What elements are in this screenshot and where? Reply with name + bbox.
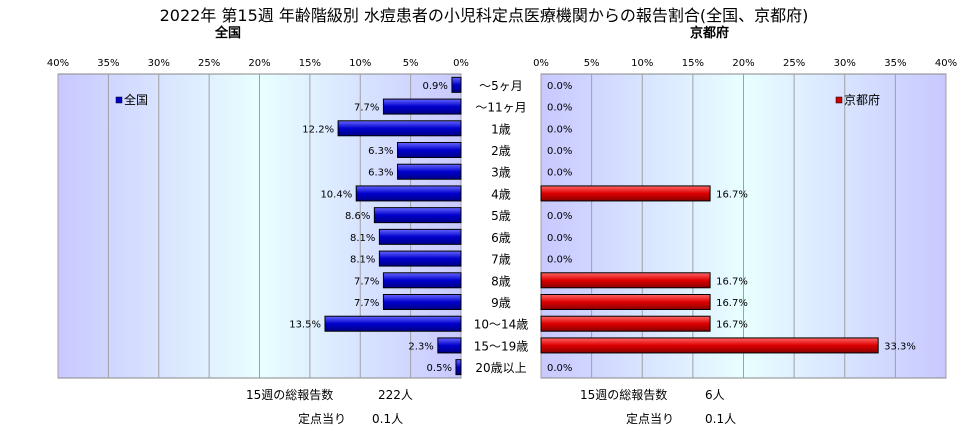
right-per-label: 定点当り	[626, 412, 675, 426]
left-per-label: 定点当り	[298, 412, 347, 426]
category-label: ～11ヶ月	[475, 101, 526, 115]
left-bar	[382, 98, 462, 115]
left-bar-value-label: 12.2%	[302, 124, 334, 135]
left-bar-value-label: 13.5%	[289, 320, 321, 331]
category-label: 9歳	[491, 296, 511, 310]
right-tick-label: 20%	[732, 58, 754, 69]
right-bar-value-label: 0.0%	[547, 211, 572, 222]
right-bar	[540, 272, 711, 289]
right-tick-label: 15%	[682, 58, 704, 69]
category-label: 4歳	[491, 187, 511, 201]
left-bar	[437, 337, 462, 354]
left-tick-label: 25%	[198, 58, 220, 69]
left-bar	[337, 120, 462, 137]
left-bar-value-label: 8.6%	[345, 211, 370, 222]
left-tick-label: 30%	[148, 58, 170, 69]
left-bar	[382, 294, 462, 310]
left-bar	[397, 163, 462, 180]
left-bar-value-label: 8.1%	[350, 255, 375, 266]
category-label: 6歳	[491, 231, 511, 245]
left-bar-value-label: 2.3%	[408, 341, 433, 352]
left-total-value: 222人	[378, 388, 413, 402]
left-bar-value-label: 7.7%	[354, 103, 379, 114]
left-panel-title: 全国	[215, 26, 242, 41]
left-bar	[373, 207, 462, 224]
left-per-value: 0.1人	[372, 412, 404, 426]
right-bar-value-label: 0.0%	[547, 81, 572, 92]
left-bar	[382, 272, 462, 289]
left-bar-value-label: 10.4%	[320, 189, 352, 200]
right-bar-value-label: 16.7%	[716, 189, 748, 200]
left-bar-value-label: 6.3%	[368, 168, 393, 179]
left-legend-swatch	[115, 96, 123, 104]
category-label: 8歳	[491, 274, 511, 288]
right-bar-value-label: 16.7%	[716, 320, 748, 331]
left-tick-label: 0%	[453, 58, 469, 69]
right-legend-swatch	[835, 96, 843, 104]
right-per-value: 0.1人	[705, 412, 737, 426]
right-tick-label: 10%	[631, 58, 653, 69]
right-tick-label: 30%	[834, 58, 856, 69]
right-total-label: 15週の総報告数	[580, 388, 668, 402]
left-bar	[378, 250, 462, 267]
left-tick-label: 10%	[349, 58, 371, 69]
right-bar	[540, 337, 879, 354]
right-tick-label: 40%	[935, 58, 957, 69]
right-bar-value-label: 0.0%	[547, 146, 572, 157]
category-label: 5歳	[491, 209, 511, 223]
right-tick-label: 0%	[533, 58, 549, 69]
category-label: 2歳	[491, 144, 511, 158]
right-bar	[540, 315, 711, 332]
left-tick-label: 5%	[403, 58, 419, 69]
left-bar-value-label: 8.1%	[350, 233, 375, 244]
right-total-value: 6人	[705, 388, 725, 402]
left-bar-value-label: 7.7%	[354, 298, 379, 309]
left-tick-label: 35%	[97, 58, 119, 69]
right-bar-value-label: 0.0%	[547, 124, 572, 135]
chart-title: 2022年 第15週 年齢階級別 水痘患者の小児科定点医療機関からの報告割合(全…	[159, 6, 809, 25]
category-label: 7歳	[491, 253, 511, 267]
left-bar	[455, 359, 462, 376]
right-bar-value-label: 0.0%	[547, 233, 572, 244]
left-bar	[324, 315, 462, 332]
right-bar-value-label: 0.0%	[547, 363, 572, 374]
left-bar	[378, 228, 462, 245]
left-tick-label: 15%	[299, 58, 321, 69]
category-label: 3歳	[491, 166, 511, 180]
right-bar-value-label: 33.3%	[884, 341, 916, 352]
right-bar-value-label: 0.0%	[547, 168, 572, 179]
category-label: 10～14歳	[474, 318, 529, 332]
left-bar-value-label: 0.9%	[423, 81, 448, 92]
category-label: ～5ヶ月	[479, 79, 523, 93]
category-label: 20歳以上	[475, 361, 526, 375]
right-bar-value-label: 16.7%	[716, 298, 748, 309]
left-bar	[397, 142, 462, 158]
right-bar	[540, 185, 711, 202]
left-legend-label: 全国	[124, 92, 148, 107]
left-tick-label: 20%	[248, 58, 270, 69]
category-label: 15～19歳	[474, 339, 529, 353]
left-tick-label: 40%	[47, 58, 69, 69]
right-panel-title: 京都府	[690, 26, 730, 41]
left-bar	[451, 76, 462, 93]
right-tick-label: 35%	[884, 58, 906, 69]
right-tick-label: 5%	[584, 58, 600, 69]
left-total-label: 15週の総報告数	[246, 388, 334, 402]
category-label: 1歳	[491, 122, 511, 136]
right-bar-value-label: 0.0%	[547, 255, 572, 266]
right-bar-value-label: 0.0%	[547, 103, 572, 114]
right-bar-value-label: 16.7%	[716, 276, 748, 287]
left-bar-value-label: 6.3%	[368, 146, 393, 157]
left-bar-value-label: 0.5%	[427, 363, 452, 374]
right-bar	[540, 294, 711, 310]
right-tick-label: 25%	[783, 58, 805, 69]
left-bar	[355, 185, 462, 202]
left-bar-value-label: 7.7%	[354, 276, 379, 287]
right-legend-label: 京都府	[844, 92, 880, 107]
